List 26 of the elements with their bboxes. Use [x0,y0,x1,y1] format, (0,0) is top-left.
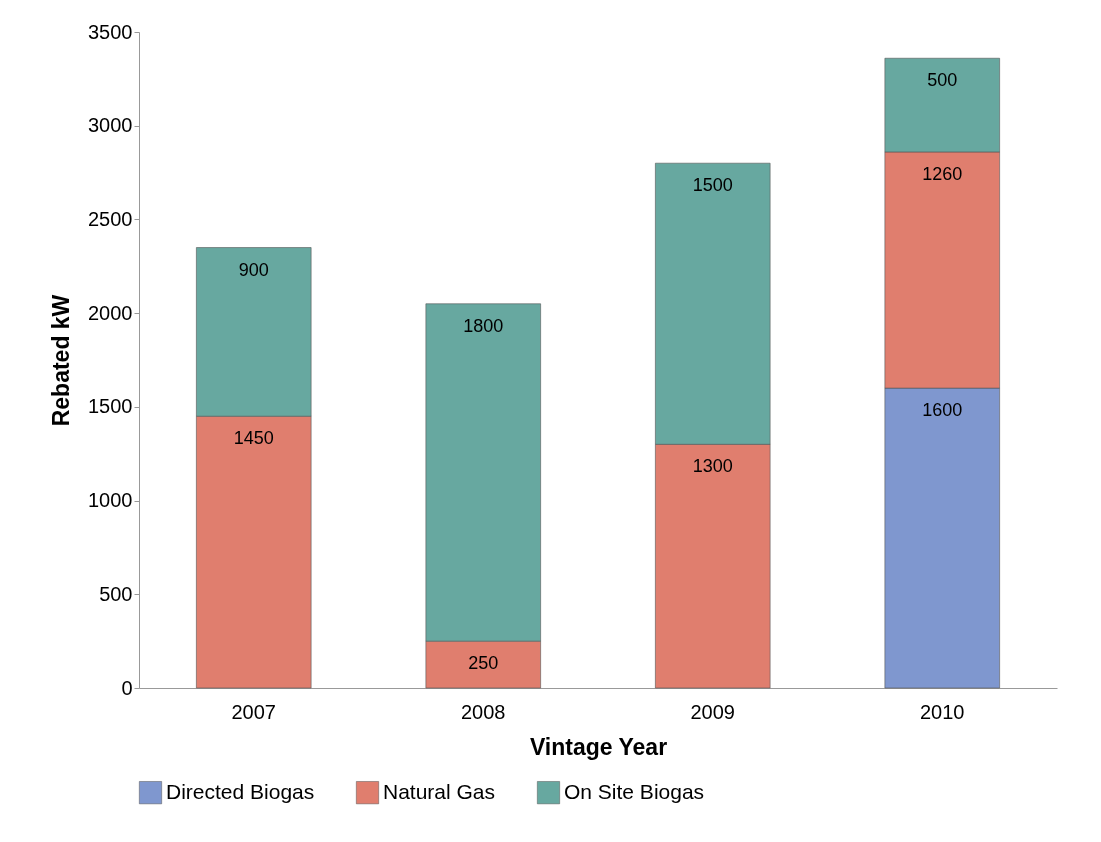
data-label: 1800 [463,315,504,336]
y-tick-label: 2500 [88,207,133,230]
legend-label: Directed Biogas [166,779,315,803]
data-label: 500 [927,70,958,91]
y-tick-label: 500 [99,582,133,605]
y-axis-title: Rebated kW [48,294,75,427]
y-tick-label: 2000 [88,301,133,324]
x-tick-label: 2008 [461,700,506,723]
legend-label: Natural Gas [383,779,496,803]
x-tick-label: 2010 [920,700,965,723]
y-tick-label: 0 [121,676,133,699]
data-label: 1300 [692,456,733,477]
y-tick-label: 1000 [88,489,133,512]
data-label: 250 [468,653,499,674]
y-tick-label: 3500 [88,20,133,43]
data-label: 1260 [922,163,963,184]
legend-label: On Site Biogas [564,779,705,803]
y-tick-label: 3000 [88,114,133,137]
y-tick-label: 1500 [88,395,133,418]
data-label: 900 [238,259,269,280]
data-label: 1600 [922,400,963,421]
x-tick-label: 2009 [690,700,735,723]
data-label: 1450 [233,428,274,449]
data-label: 1500 [692,175,733,196]
x-axis-title: Vintage Year [529,733,668,760]
x-tick-label: 2007 [231,700,276,723]
